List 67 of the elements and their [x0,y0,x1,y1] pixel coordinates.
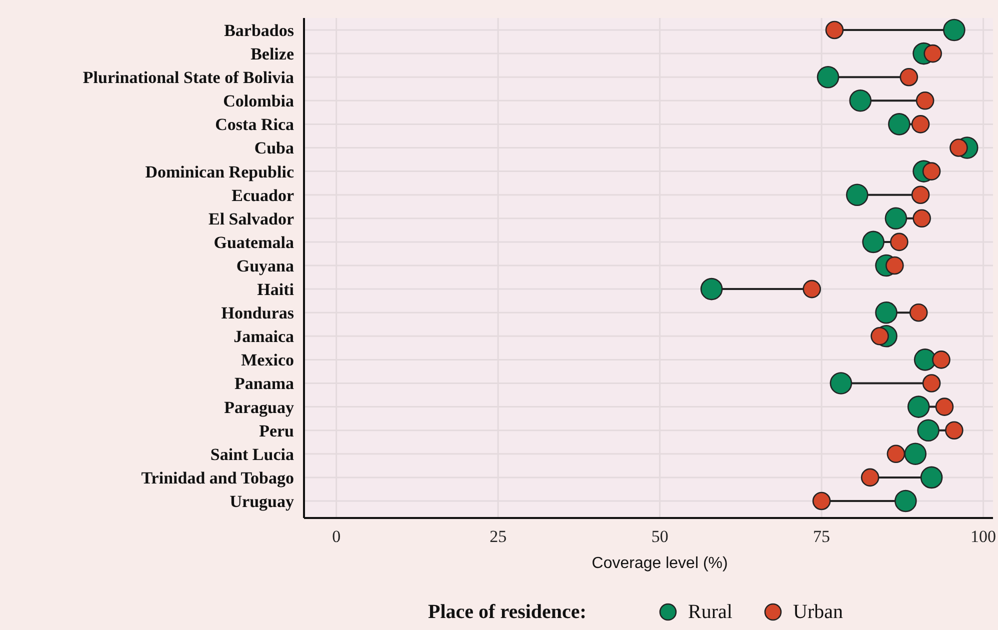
y-tick-label: Uruguay [230,492,294,511]
point [911,186,930,204]
point [922,374,941,392]
point [849,90,872,112]
y-tick-label: Trinidad and Tobago [141,468,294,488]
point [802,280,822,298]
y-tick-label: Belize [250,44,294,64]
y-tick-label: Cuba [254,138,294,158]
point [862,230,884,254]
y-tick-label: Honduras [221,304,294,323]
point [884,207,908,230]
point [900,68,918,86]
point [894,490,917,512]
y-tick-label: Jamaica [234,327,294,346]
x-tick-label: 50 [651,527,668,546]
y-tick-label: Guyana [236,256,294,276]
legend-label: Rural [688,601,733,623]
y-tick-label: Mexico [241,350,294,370]
y-tick-label: Costa Rica [215,115,294,134]
point [875,301,898,324]
y-tick-label: Guatemala [214,232,294,252]
point [911,115,930,134]
y-tick-label: Paraguay [224,398,294,417]
point [950,138,968,157]
point [912,209,931,228]
point [870,327,889,346]
point [825,20,844,40]
y-tick-label: Peru [259,421,294,440]
x-tick-label: 25 [490,527,507,546]
legend-title: Place of residence: [428,601,586,623]
y-tick-label: Barbados [224,20,294,40]
point [886,256,904,275]
point [943,18,966,42]
y-tick-label: Panama [234,374,294,394]
y-tick-label: Ecuador [232,186,294,205]
y-tick-label: El Salvador [208,209,294,228]
point [700,278,723,300]
point [945,421,964,440]
point [922,162,941,180]
point [932,350,950,369]
point [812,492,831,510]
point [890,232,908,252]
point [914,348,936,371]
point [909,303,928,322]
point [888,113,910,136]
x-tick-label: 100 [970,527,996,546]
y-tick-label: Dominican Republic [145,162,294,182]
point [916,92,934,110]
y-tick-label: Saint Lucia [210,444,294,464]
legend-label: Urban [793,601,843,623]
y-tick-label: Colombia [223,92,294,111]
point [846,184,868,206]
point [904,442,927,466]
x-axis-title: Coverage level (%) [592,555,728,572]
point [886,444,906,464]
point [907,396,930,418]
y-tick-label: Haiti [257,280,294,299]
point [816,66,840,88]
point [830,372,852,394]
x-tick-label: 75 [813,527,830,546]
point [935,398,954,416]
y-tick-label: Plurinational State of Bolivia [82,68,294,88]
point [920,466,943,489]
point [860,468,880,487]
point [917,419,940,442]
point [924,44,942,63]
x-tick-label: 0 [332,527,341,546]
